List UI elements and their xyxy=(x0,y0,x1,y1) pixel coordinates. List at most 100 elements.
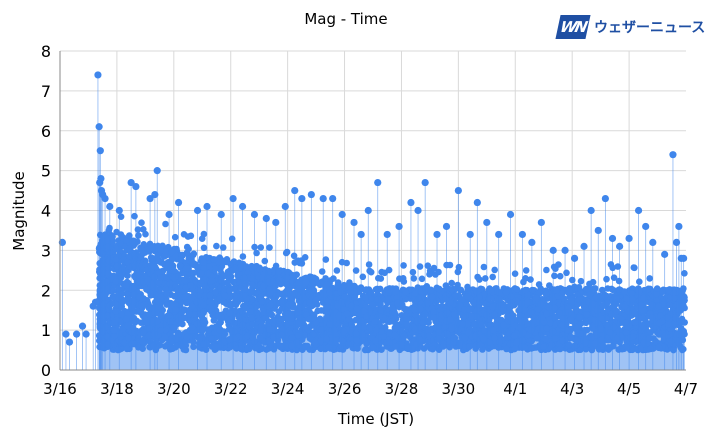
minor-event-point xyxy=(551,272,558,280)
minor-event-point xyxy=(610,274,618,282)
minor-event-point xyxy=(190,261,197,269)
minor-event-point xyxy=(511,270,519,278)
minor-event-point xyxy=(448,279,456,287)
minor-event-point xyxy=(628,295,636,303)
minor-event-point xyxy=(330,317,338,324)
minor-event-point xyxy=(318,326,325,334)
minor-event-point xyxy=(352,267,360,274)
minor-event-point xyxy=(673,301,681,308)
minor-event-point xyxy=(404,344,411,352)
minor-event-point xyxy=(180,314,188,322)
minor-event-point xyxy=(640,294,647,302)
minor-event-point xyxy=(213,242,220,250)
minor-event-point xyxy=(104,270,112,277)
minor-event-point xyxy=(146,325,153,332)
minor-event-point xyxy=(563,269,570,277)
minor-event-point xyxy=(320,291,328,299)
minor-event-point xyxy=(572,336,580,344)
minor-event-point xyxy=(599,331,607,338)
minor-event-point xyxy=(491,266,499,274)
minor-event-point xyxy=(238,334,246,342)
minor-event-point xyxy=(161,333,169,341)
minor-event-point xyxy=(569,276,576,284)
minor-event-point xyxy=(430,264,438,272)
minor-event-point xyxy=(150,243,158,250)
minor-event-point xyxy=(278,298,285,305)
minor-event-point xyxy=(277,343,284,351)
minor-event-point xyxy=(117,213,125,220)
minor-event-point xyxy=(175,331,183,338)
minor-event-point xyxy=(418,275,426,283)
minor-event-point xyxy=(308,279,316,287)
minor-event-point xyxy=(657,312,664,320)
minor-event-point xyxy=(652,337,659,345)
minor-event-point xyxy=(283,321,290,329)
minor-event-point xyxy=(398,341,405,349)
minor-event-point xyxy=(452,292,460,299)
minor-event-point xyxy=(283,343,290,350)
minor-event-point xyxy=(549,296,557,304)
minor-event-point xyxy=(681,319,688,326)
minor-event-point xyxy=(299,293,307,301)
minor-event-point xyxy=(604,344,612,352)
minor-event-point xyxy=(635,287,643,295)
minor-event-point xyxy=(645,285,652,293)
minor-event-point xyxy=(109,287,117,295)
minor-event-point xyxy=(429,345,436,353)
minor-event-point xyxy=(670,346,677,354)
minor-event-point xyxy=(310,274,318,282)
minor-event-point xyxy=(162,220,169,228)
minor-event-point xyxy=(198,279,205,287)
minor-event-point xyxy=(167,318,174,325)
minor-event-point xyxy=(138,337,146,345)
minor-event-point xyxy=(491,311,498,319)
minor-event-point xyxy=(621,288,628,295)
minor-event-point xyxy=(482,275,489,282)
minor-event-point xyxy=(359,273,367,281)
minor-event-point xyxy=(253,249,260,257)
minor-event-point xyxy=(166,280,174,288)
minor-event-point xyxy=(220,258,228,266)
minor-event-point xyxy=(548,341,555,349)
minor-event-point xyxy=(217,319,224,326)
minor-event-point xyxy=(529,286,536,294)
minor-event-point xyxy=(137,319,145,327)
minor-event-point xyxy=(235,313,242,321)
minor-event-point xyxy=(615,277,623,285)
minor-event-point xyxy=(559,315,567,322)
minor-event-point xyxy=(583,311,590,318)
minor-event-point xyxy=(129,284,136,292)
minor-event-point xyxy=(402,288,410,296)
minor-event-point xyxy=(161,343,169,350)
minor-event-point xyxy=(646,275,653,282)
minor-event-point xyxy=(534,305,542,313)
minor-event-point xyxy=(243,263,250,270)
minor-event-point xyxy=(188,324,196,332)
minor-event-point xyxy=(354,345,361,352)
minor-event-point xyxy=(556,272,564,280)
minor-event-point xyxy=(228,235,236,243)
minor-event-point xyxy=(115,268,122,275)
minor-event-point xyxy=(655,344,663,351)
minor-event-point xyxy=(523,298,531,306)
minor-event-point xyxy=(306,335,314,342)
minor-event-point xyxy=(516,306,524,313)
minor-event-point xyxy=(188,293,196,301)
minor-event-point xyxy=(252,344,259,352)
minor-event-point xyxy=(630,333,637,340)
minor-event-point xyxy=(459,296,466,303)
minor-event-point xyxy=(608,285,615,293)
minor-event-point xyxy=(196,335,203,342)
minor-event-point xyxy=(129,297,137,305)
minor-event-point xyxy=(243,332,251,340)
minor-event-point xyxy=(613,295,620,302)
minor-event-point xyxy=(190,250,198,257)
minor-event-point xyxy=(507,318,515,325)
minor-event-point xyxy=(509,312,517,319)
minor-event-point xyxy=(655,329,663,337)
minor-event-point xyxy=(637,301,645,309)
minor-event-point xyxy=(242,286,249,293)
minor-event-point xyxy=(455,263,463,271)
minor-event-point xyxy=(171,292,178,300)
minor-event-point xyxy=(490,326,497,334)
